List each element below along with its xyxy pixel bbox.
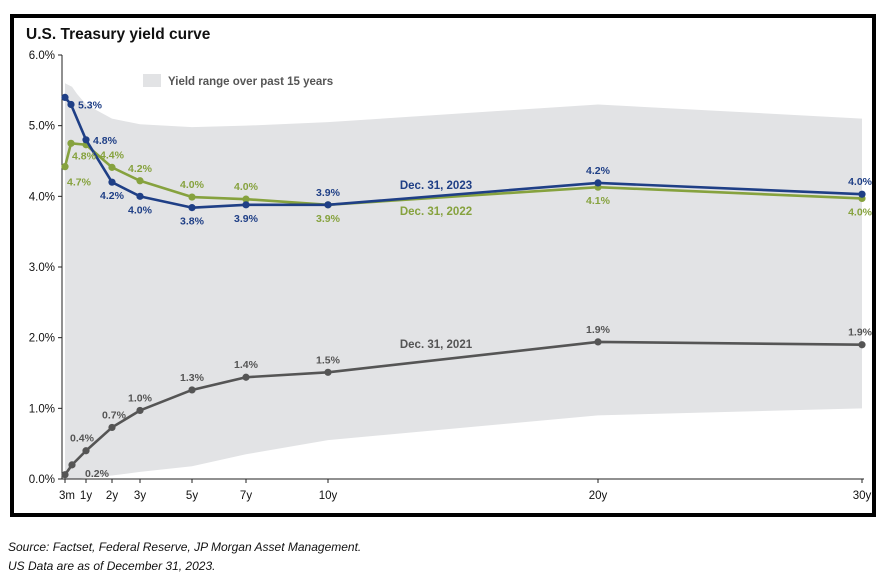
data-label: 4.0% xyxy=(848,206,873,218)
x-tick-label: 2y xyxy=(106,490,118,502)
series-annotation: Dec. 31, 2023 xyxy=(400,180,472,192)
data-label: 1.4% xyxy=(234,359,259,371)
series-line xyxy=(63,340,863,476)
data-point xyxy=(67,100,75,109)
data-point xyxy=(188,204,196,212)
data-label: 3.9% xyxy=(316,187,341,199)
chart-title: U.S. Treasury yield curve xyxy=(26,26,211,43)
data-label: 4.2% xyxy=(586,165,611,177)
series-annotation: Dec. 31, 2021 xyxy=(400,339,473,351)
series-line xyxy=(64,96,863,209)
data-label: 3.9% xyxy=(234,213,259,225)
data-point xyxy=(594,338,602,346)
data-label: 0.7% xyxy=(102,409,127,421)
data-label: 4.8% xyxy=(72,150,97,162)
data-point xyxy=(108,178,116,186)
x-tick-label: 10y xyxy=(319,490,338,502)
series-layer xyxy=(61,93,866,479)
data-point xyxy=(136,406,144,415)
data-point xyxy=(136,177,144,185)
source-note: Source: Factset, Federal Reserve, JP Mor… xyxy=(8,538,361,576)
data-point xyxy=(242,201,250,209)
data-label: 4.0% xyxy=(128,204,153,216)
data-point xyxy=(188,386,196,394)
axis-layer: 0.0% 1.0% 2.0% 3.0% 4.0% 5.0% 6.0% 3m 1y 2y 3y 5y 7y… xyxy=(29,50,872,502)
label-layer: 5.3%4.8%4.2%4.0%3.8% 3.9%3.9%4.2%4.0%4.8%… xyxy=(67,99,873,479)
x-tick-label: 20y xyxy=(589,490,608,502)
x-tick-label: 1y xyxy=(80,490,92,502)
data-point xyxy=(594,179,602,187)
y-tick-label: 3.0% xyxy=(29,262,55,274)
data-point xyxy=(82,447,90,455)
data-point xyxy=(67,139,75,147)
data-point xyxy=(242,195,250,203)
data-point xyxy=(858,341,866,349)
y-tick-label: 6.0% xyxy=(29,50,55,62)
data-point xyxy=(108,163,116,171)
x-tick-label: 7y xyxy=(240,490,252,502)
data-point xyxy=(324,201,332,209)
data-label: 5.3% xyxy=(78,99,103,111)
data-label: 4.0% xyxy=(848,176,873,188)
data-label: 1.9% xyxy=(586,324,611,336)
data-point xyxy=(242,373,250,381)
x-tick-label: 3y xyxy=(134,490,146,502)
y-tick-label: 4.0% xyxy=(29,191,55,203)
x-tick-label: 30y xyxy=(853,490,872,502)
y-tick-label: 5.0% xyxy=(29,121,55,133)
legend-swatch xyxy=(143,74,161,87)
legend-label: Yield range over past 15 years xyxy=(168,76,333,88)
data-label: 4.1% xyxy=(586,195,611,207)
asof-text: US Data are as of December 31, 2023. xyxy=(8,559,216,573)
x-tick-label: 5y xyxy=(186,490,198,502)
data-label: 4.2% xyxy=(100,190,125,202)
data-point xyxy=(324,368,332,376)
legend: Yield range over past 15 years xyxy=(143,74,333,88)
data-point xyxy=(61,93,69,101)
data-label: 4.7% xyxy=(67,177,92,189)
data-label: 4.2% xyxy=(128,163,153,175)
data-label: 4.0% xyxy=(180,179,205,191)
data-point xyxy=(82,136,90,144)
data-label: 0.4% xyxy=(70,433,95,445)
series-annotation: Dec. 31, 2022 xyxy=(400,206,472,218)
x-tick-label: 3m xyxy=(59,490,75,502)
data-point xyxy=(858,190,866,198)
data-label: 4.4% xyxy=(100,149,125,161)
data-point xyxy=(108,423,116,432)
data-point xyxy=(136,192,144,200)
data-label: 1.5% xyxy=(316,354,341,366)
data-label: 1.9% xyxy=(848,327,873,339)
data-label: 0.2% xyxy=(85,468,110,480)
data-point xyxy=(188,193,196,201)
data-point xyxy=(61,163,69,171)
y-tick-label: 2.0% xyxy=(29,333,55,345)
data-label: 3.9% xyxy=(316,213,341,225)
data-label: 1.0% xyxy=(128,392,153,404)
y-tick-label: 0.0% xyxy=(29,474,55,486)
data-point xyxy=(68,461,76,469)
yield-range-band xyxy=(65,83,862,480)
source-text: Source: Factset, Federal Reserve, JP Mor… xyxy=(8,540,362,554)
range-band-layer xyxy=(65,83,862,480)
data-label: 1.3% xyxy=(180,372,205,384)
data-label: 4.8% xyxy=(93,135,118,147)
data-point xyxy=(61,471,69,479)
data-label: 4.0% xyxy=(234,181,259,193)
series-line xyxy=(63,142,863,207)
data-label: 3.8% xyxy=(180,216,205,228)
y-tick-label: 1.0% xyxy=(29,403,55,415)
